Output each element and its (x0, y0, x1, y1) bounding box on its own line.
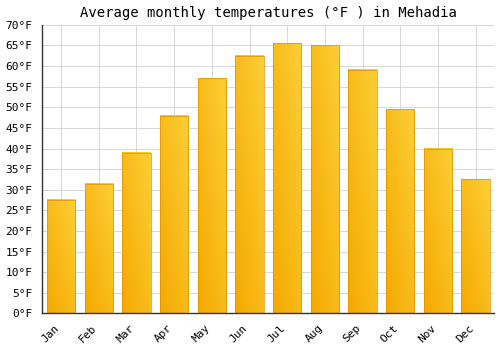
Bar (198, 78, 226, 313)
Bar (424, 148, 452, 313)
Bar (47, 200, 75, 313)
Bar (122, 153, 150, 313)
Bar (386, 109, 414, 313)
Bar (311, 46, 339, 313)
Bar (236, 56, 264, 313)
Bar (160, 116, 188, 313)
Bar (273, 43, 302, 313)
Title: Average monthly temperatures (°F ) in Mehadia: Average monthly temperatures (°F ) in Me… (80, 6, 457, 20)
Bar (84, 183, 113, 313)
Bar (462, 180, 489, 313)
Bar (348, 70, 376, 313)
